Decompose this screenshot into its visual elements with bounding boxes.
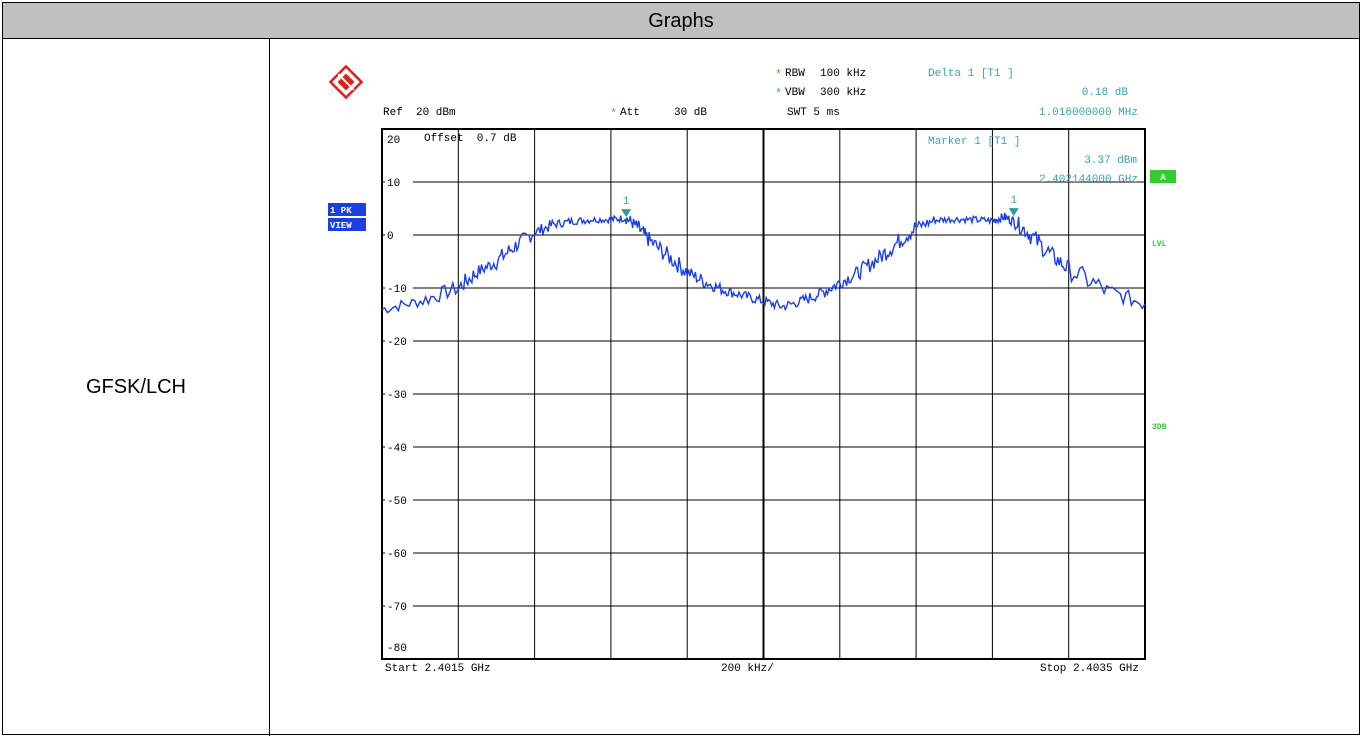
plot-grid bbox=[381, 128, 1146, 660]
att-star: * bbox=[610, 107, 617, 121]
y-tick-labels: 20 10 0 -10 -20 -30 -40 -50 -60 -70 -80 bbox=[385, 133, 413, 655]
table-header: Graphs bbox=[3, 3, 1359, 39]
start-frequency: Start 2.4015 GHz bbox=[385, 663, 491, 675]
trace-badge-line2: VIEW bbox=[330, 221, 352, 231]
y-tick-label-bg bbox=[385, 282, 413, 294]
y-tick-label-bg bbox=[385, 229, 413, 241]
marker-triangle bbox=[1008, 208, 1019, 217]
spectrum-plot: * RBW 100 kHz Delta 1 [T1 ] * VBW 300 kH… bbox=[328, 64, 1176, 675]
y-tick-label-bg bbox=[385, 547, 413, 559]
y-tick-label: -20 bbox=[387, 337, 407, 349]
marker-title: Marker 1 [T1 ] bbox=[928, 136, 1020, 148]
y-tick-label: -30 bbox=[387, 390, 407, 402]
y-tick-label-bg bbox=[385, 335, 413, 347]
delta-freq: 1.016000000 MHz bbox=[1039, 107, 1138, 119]
delta-title: Delta 1 [T1 ] bbox=[928, 68, 1014, 80]
three-db-indicator: 3DB bbox=[1152, 423, 1167, 432]
vbw-label: VBW bbox=[785, 87, 805, 99]
vbw-star: * bbox=[775, 87, 782, 101]
a-badge: A bbox=[1160, 173, 1166, 183]
y-tick-label-bg bbox=[385, 494, 413, 506]
y-tick-label-bg bbox=[385, 441, 413, 453]
y-tick-label-bg bbox=[385, 641, 413, 653]
att-value: 30 dB bbox=[674, 107, 707, 119]
spectrum-trace bbox=[381, 212, 1146, 314]
y-tick-label: -80 bbox=[387, 643, 407, 655]
lvl-indicator: LVL bbox=[1152, 240, 1167, 249]
sweep-time: SWT 5 ms bbox=[787, 107, 840, 119]
stop-frequency: Stop 2.4035 GHz bbox=[1040, 663, 1139, 675]
ref-level: Ref 20 dBm bbox=[383, 107, 456, 119]
a-badge-bg bbox=[1150, 170, 1176, 183]
y-tick-label-bg bbox=[385, 388, 413, 400]
y-tick-label-bg bbox=[385, 176, 413, 188]
marker-value: 3.37 dBm bbox=[1084, 155, 1137, 167]
y-tick-label: 20 bbox=[387, 135, 400, 147]
rs-logo bbox=[328, 64, 364, 100]
marker-number: 1 bbox=[1010, 195, 1017, 207]
y-tick-label-bg bbox=[385, 600, 413, 612]
row-label-text: GFSK/LCH bbox=[85, 376, 187, 398]
y-tick-label: 0 bbox=[387, 231, 394, 243]
y-tick-label: -70 bbox=[387, 602, 407, 614]
att-label: Att bbox=[620, 107, 640, 119]
y-tick-label: -10 bbox=[387, 284, 407, 296]
y-tick-label: 10 bbox=[387, 178, 400, 190]
rbw-value: 100 kHz bbox=[820, 68, 866, 80]
y-tick-label: -40 bbox=[387, 443, 407, 455]
marker-triangle bbox=[621, 209, 632, 218]
marker-freq: 2.402144000 GHz bbox=[1039, 174, 1138, 186]
y-tick-label-bg bbox=[385, 133, 413, 145]
delta-value: 0.18 dB bbox=[1082, 87, 1129, 99]
y-tick-label: -60 bbox=[387, 549, 407, 561]
y-tick-label: -50 bbox=[387, 496, 407, 508]
trace-badge: 1 PK VIEW bbox=[328, 203, 366, 231]
rbw-star: * bbox=[775, 68, 782, 82]
marker-number: 1 bbox=[623, 196, 630, 208]
offset-label: Offset 0.7 dB bbox=[424, 133, 517, 145]
trace-badge-line1: 1 PK bbox=[330, 206, 352, 216]
row-label: GFSK/LCH bbox=[3, 39, 270, 736]
vbw-value: 300 kHz bbox=[820, 87, 866, 99]
rbw-label: RBW bbox=[785, 68, 805, 80]
span-per-division: 200 kHz/ bbox=[721, 663, 774, 675]
